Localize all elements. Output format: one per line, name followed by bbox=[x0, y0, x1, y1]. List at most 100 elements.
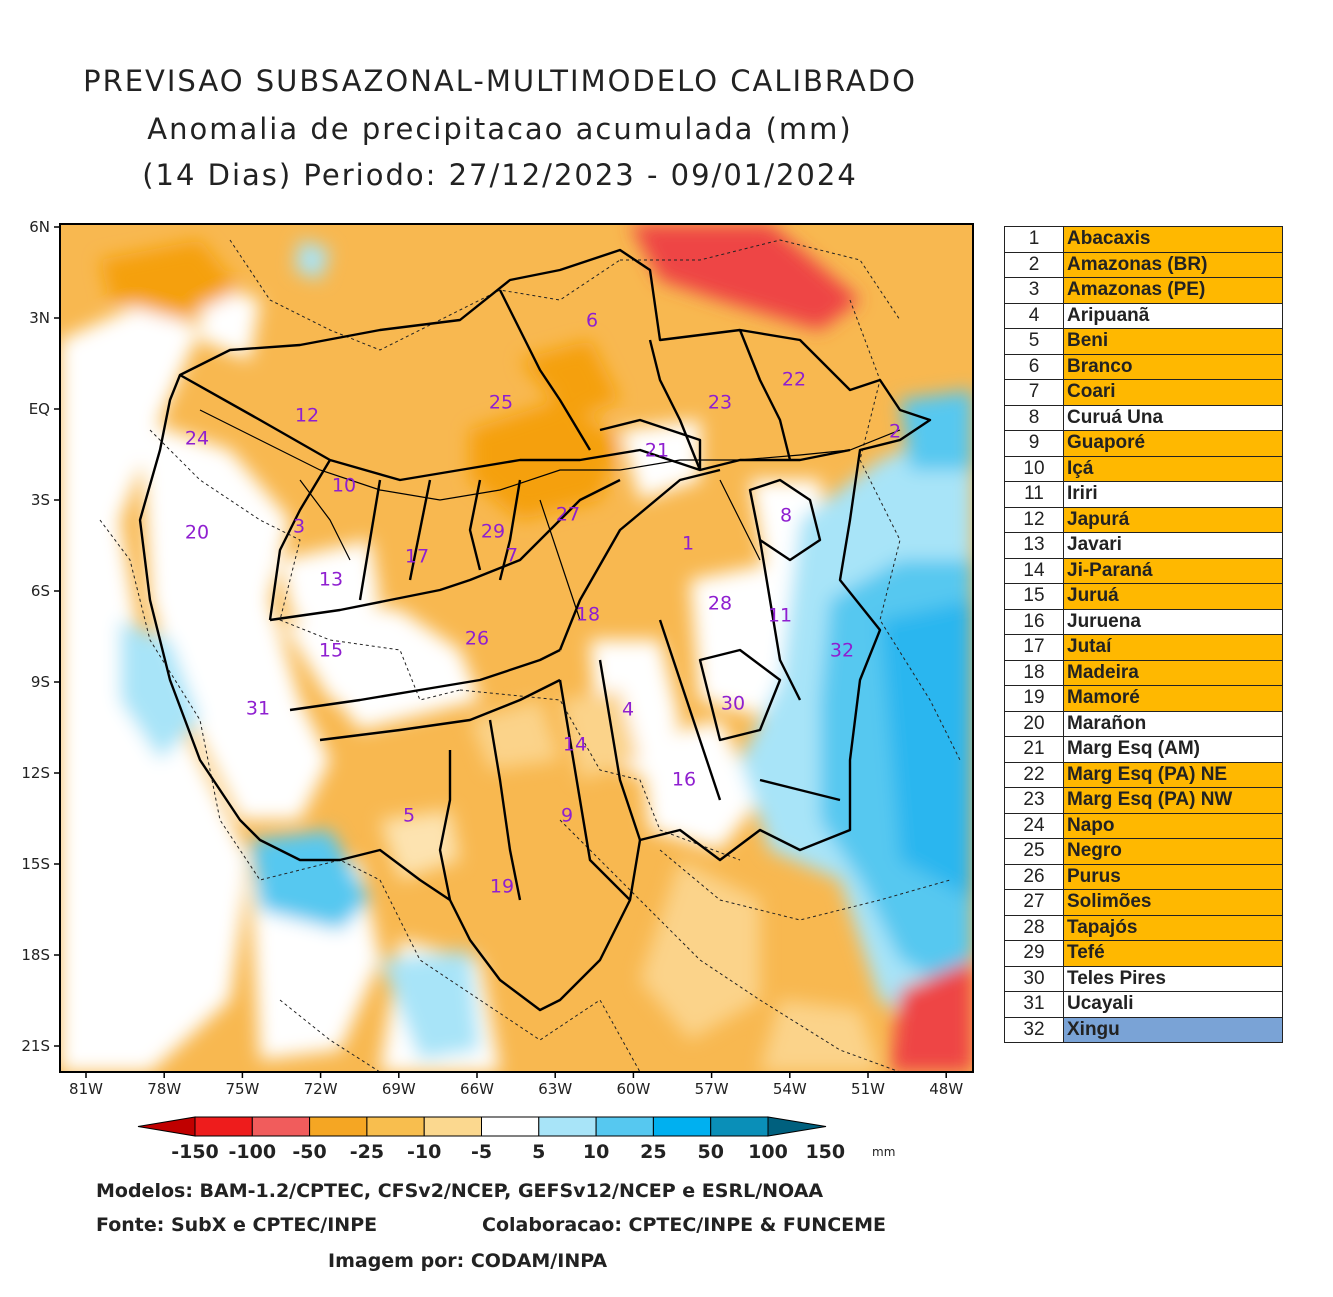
basin-legend-row: 13 Javari bbox=[1004, 532, 1283, 559]
basin-legend-number: 7 bbox=[1004, 379, 1064, 406]
colorbar-label: 150 bbox=[805, 1141, 845, 1163]
basin-legend-name: Amazonas (BR) bbox=[1063, 251, 1283, 278]
basin-legend-row: 24 Napo bbox=[1004, 812, 1283, 839]
basin-legend-name: Ucayali bbox=[1063, 991, 1283, 1018]
basin-legend-number: 8 bbox=[1004, 404, 1064, 431]
basin-legend-number: 27 bbox=[1004, 889, 1064, 916]
basin-label-16: 16 bbox=[672, 769, 696, 791]
colorbar-label: 25 bbox=[640, 1141, 666, 1163]
basin-legend-row: 30 Teles Pires bbox=[1004, 965, 1283, 992]
basin-legend-number: 6 bbox=[1004, 353, 1064, 380]
basin-legend-number: 31 bbox=[1004, 991, 1064, 1018]
basin-legend-name: Xingu bbox=[1063, 1016, 1283, 1043]
basin-legend-number: 2 bbox=[1004, 251, 1064, 278]
basin-label-1: 1 bbox=[682, 533, 694, 555]
basin-legend-table: 1 Abacaxis 2 Amazonas (BR) 3 Amazonas (PE) 4 Ar… bbox=[1004, 226, 1283, 1043]
basin-legend-row: 15 Juruá bbox=[1004, 583, 1283, 610]
colorbar-label: -150 bbox=[171, 1141, 219, 1163]
basin-legend-name: Juruá bbox=[1063, 583, 1283, 610]
basin-legend-row: 16 Juruena bbox=[1004, 608, 1283, 635]
colorbar-label: -10 bbox=[407, 1141, 441, 1163]
colorbar-segment bbox=[194, 1116, 253, 1137]
basin-legend-name: Teles Pires bbox=[1063, 965, 1283, 992]
basin-number-labels: 1234567891011121314151617181920212223242… bbox=[185, 310, 901, 898]
rivers bbox=[199, 409, 901, 621]
basin-legend-row: 31 Ucayali bbox=[1004, 991, 1283, 1018]
lon-tick-label: 63W bbox=[538, 1080, 572, 1098]
basin-legend-row: 1 Abacaxis bbox=[1004, 226, 1283, 253]
basin-label-26: 26 bbox=[465, 628, 489, 650]
basin-legend-row: 19 Mamoré bbox=[1004, 685, 1283, 712]
colorbar-segment bbox=[538, 1116, 597, 1137]
basin-legend-row: 26 Purus bbox=[1004, 863, 1283, 890]
basin-legend-row: 17 Jutaí bbox=[1004, 634, 1283, 661]
lon-tick-label: 72W bbox=[304, 1080, 338, 1098]
lon-tick-label: 54W bbox=[773, 1080, 807, 1098]
colorbar-label: -5 bbox=[471, 1141, 492, 1163]
basin-label-20: 20 bbox=[185, 522, 209, 544]
basin-legend-number: 21 bbox=[1004, 736, 1064, 763]
basin-label-13: 13 bbox=[319, 569, 343, 591]
basin-label-27: 27 bbox=[556, 504, 580, 526]
lon-tick-label: 75W bbox=[225, 1080, 259, 1098]
colorbar-segment bbox=[652, 1116, 712, 1137]
basin-label-3: 3 bbox=[293, 516, 305, 538]
basin-legend-number: 16 bbox=[1004, 608, 1064, 635]
colorbar-label: 10 bbox=[583, 1141, 609, 1163]
basin-label-24: 24 bbox=[185, 428, 209, 450]
basin-legend-name: Marg Esq (AM) bbox=[1063, 736, 1283, 763]
basin-legend-row: 28 Tapajós bbox=[1004, 914, 1283, 941]
basin-legend-number: 3 bbox=[1004, 277, 1064, 304]
basin-legend-name: Solimões bbox=[1063, 889, 1283, 916]
map-title-line2: Anomalia de precipitacao acumulada (mm) bbox=[147, 112, 853, 146]
colorbar-segment bbox=[481, 1116, 540, 1137]
basin-legend-row: 6 Branco bbox=[1004, 353, 1283, 380]
lat-tick-label: 21S bbox=[21, 1037, 50, 1055]
basin-legend-number: 25 bbox=[1004, 838, 1064, 865]
basin-legend-number: 1 bbox=[1004, 226, 1064, 253]
colorbar-segment bbox=[423, 1116, 483, 1137]
credits-image-by: Imagem por: CODAM/INPA bbox=[328, 1250, 608, 1272]
basin-legend-name: Tefé bbox=[1063, 940, 1283, 967]
basin-label-17: 17 bbox=[405, 546, 429, 568]
lon-tick-label: 66W bbox=[460, 1080, 494, 1098]
basin-label-19: 19 bbox=[490, 876, 514, 898]
lat-tick-label: 18S bbox=[21, 946, 50, 964]
basin-label-6: 6 bbox=[586, 310, 598, 332]
credits-source: Fonte: SubX e CPTEC/INPE bbox=[96, 1214, 378, 1236]
credits-models: Modelos: BAM-1.2/CPTEC, CFSv2/NCEP, GEFS… bbox=[96, 1180, 824, 1202]
basin-label-32: 32 bbox=[830, 640, 854, 662]
basin-legend-row: 22 Marg Esq (PA) NE bbox=[1004, 761, 1283, 788]
basin-legend-name: Guaporé bbox=[1063, 430, 1283, 457]
map-frame bbox=[59, 223, 974, 1073]
lat-tick-label: EQ bbox=[29, 400, 50, 418]
basin-label-7: 7 bbox=[506, 545, 518, 567]
basin-label-10: 10 bbox=[332, 475, 356, 497]
basin-label-12: 12 bbox=[295, 405, 319, 427]
basin-label-15: 15 bbox=[319, 640, 343, 662]
basin-label-4: 4 bbox=[622, 699, 634, 721]
basin-legend-number: 11 bbox=[1004, 481, 1064, 508]
basin-legend-number: 23 bbox=[1004, 787, 1064, 814]
basin-label-29: 29 bbox=[481, 521, 505, 543]
basin-legend-number: 18 bbox=[1004, 659, 1064, 686]
basin-label-8: 8 bbox=[780, 505, 792, 527]
lat-tick-label: 6N bbox=[29, 218, 50, 236]
lat-tick-label: 12S bbox=[21, 764, 50, 782]
basin-legend-number: 15 bbox=[1004, 583, 1064, 610]
basin-legend-row: 2 Amazonas (BR) bbox=[1004, 251, 1283, 278]
basin-legend-name: Içá bbox=[1063, 455, 1283, 482]
basin-legend-row: 20 Marañon bbox=[1004, 710, 1283, 737]
lat-tick-label: 3S bbox=[31, 491, 50, 509]
colorbar-label: 100 bbox=[748, 1141, 788, 1163]
basin-legend-name: Branco bbox=[1063, 353, 1283, 380]
colorbar-label: 50 bbox=[697, 1141, 723, 1163]
basin-legend-number: 19 bbox=[1004, 685, 1064, 712]
map-title-line3: (14 Dias) Periodo: 27/12/2023 - 09/01/20… bbox=[142, 158, 858, 192]
basin-legend-number: 24 bbox=[1004, 812, 1064, 839]
basin-legend-name: Jutaí bbox=[1063, 634, 1283, 661]
basin-legend-number: 20 bbox=[1004, 710, 1064, 737]
basin-legend-number: 9 bbox=[1004, 430, 1064, 457]
basin-legend-name: Marañon bbox=[1063, 710, 1283, 737]
basin-legend-name: Amazonas (PE) bbox=[1063, 277, 1283, 304]
